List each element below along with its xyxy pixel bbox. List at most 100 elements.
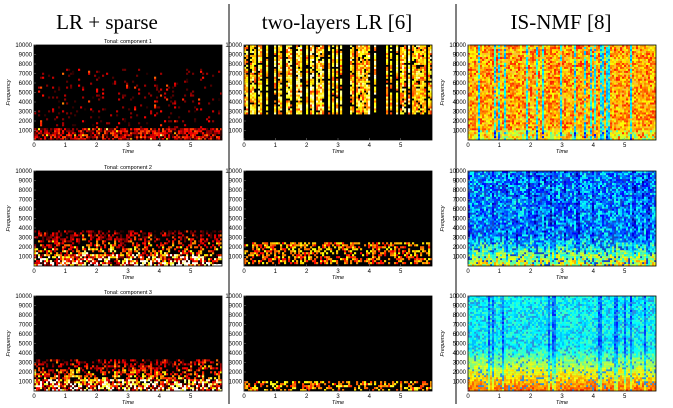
spectrogram-cell bbox=[220, 242, 223, 245]
spectrogram-cell bbox=[246, 112, 249, 115]
spectrogram-cell bbox=[84, 371, 87, 374]
spectrogram-cell bbox=[134, 246, 137, 249]
spectrogram-cell bbox=[214, 128, 217, 131]
spectrogram-cell bbox=[76, 361, 79, 364]
spectrogram-cell bbox=[374, 88, 377, 91]
spectrogram-cell bbox=[142, 260, 145, 263]
spectrogram-cell bbox=[292, 260, 295, 263]
spectrogram-cell bbox=[106, 254, 109, 257]
spectrogram-cell bbox=[76, 375, 79, 378]
spectrogram-cell bbox=[246, 381, 249, 384]
spectrogram-cell bbox=[100, 128, 103, 131]
spectrogram-cell bbox=[208, 134, 211, 137]
spectrogram-cell bbox=[414, 54, 417, 58]
spectrogram-cell bbox=[114, 128, 117, 131]
spectrogram-cell bbox=[166, 385, 169, 388]
spectrogram-cell bbox=[306, 244, 309, 247]
spectrogram-cell bbox=[402, 64, 405, 67]
spectrogram-cell bbox=[252, 84, 255, 87]
spectrogram-cell bbox=[96, 367, 99, 370]
spectrogram-cell bbox=[194, 130, 197, 133]
spectrogram-cell bbox=[350, 50, 353, 54]
spectrogram-cell bbox=[162, 130, 165, 133]
spectrogram-cell bbox=[412, 112, 415, 115]
spectrogram-cell bbox=[254, 112, 257, 115]
spectrogram-cell bbox=[400, 80, 403, 83]
spectrogram-cell bbox=[84, 108, 87, 111]
spectrogram-cell bbox=[36, 381, 39, 384]
spectrogram-cell bbox=[428, 110, 431, 113]
spectrogram-cell bbox=[92, 254, 95, 257]
spectrogram-cell bbox=[274, 244, 277, 247]
spectrogram-cell bbox=[60, 383, 63, 386]
spectrogram-cell bbox=[200, 138, 203, 141]
spectrogram-cell bbox=[156, 369, 159, 372]
spectrogram-cell bbox=[180, 389, 183, 392]
spectrogram-cell bbox=[416, 88, 419, 91]
spectrogram-cell bbox=[120, 238, 123, 241]
spectrogram-cell bbox=[52, 383, 55, 386]
spectrogram-cell bbox=[60, 363, 63, 366]
spectrogram-cell bbox=[38, 262, 41, 265]
spectrogram-cell bbox=[52, 110, 55, 113]
spectrogram-cell bbox=[286, 104, 289, 107]
spectrogram-cell bbox=[374, 102, 377, 105]
spectrogram-cell bbox=[160, 377, 163, 380]
spectrogram-cell bbox=[422, 76, 425, 79]
spectrogram-cell bbox=[422, 246, 425, 249]
spectrogram-cell bbox=[38, 375, 41, 378]
spectrogram-cell bbox=[422, 102, 425, 105]
spectrogram-cell bbox=[186, 264, 189, 267]
spectrogram-cell bbox=[58, 389, 61, 392]
spectrogram-cell bbox=[194, 136, 197, 139]
spectrogram-cell bbox=[78, 262, 81, 265]
spectrogram-cell bbox=[122, 379, 125, 382]
spectrogram-cell bbox=[154, 383, 157, 386]
spectrogram-cell bbox=[184, 387, 187, 390]
spectrogram-cell bbox=[420, 90, 423, 93]
spectrogram-cell bbox=[246, 45, 249, 48]
spectrogram-cell bbox=[246, 108, 249, 111]
spectrogram-cell bbox=[332, 260, 335, 263]
spectrogram-cell bbox=[356, 104, 359, 107]
spectrogram-cell bbox=[428, 48, 431, 52]
spectrogram-cell bbox=[374, 244, 377, 247]
spectrogram-cell bbox=[146, 389, 149, 392]
spectrogram-cell bbox=[66, 134, 69, 137]
spectrogram-cell bbox=[422, 74, 425, 77]
spectrogram-cell bbox=[412, 242, 415, 245]
spectrogram-cell bbox=[156, 359, 159, 362]
spectrogram-cell bbox=[80, 138, 83, 141]
spectrogram-cell bbox=[412, 108, 415, 111]
spectrogram-cell bbox=[42, 371, 45, 374]
spectrogram-cell bbox=[164, 254, 167, 257]
spectrogram-cell bbox=[156, 387, 159, 390]
spectrogram-cell bbox=[200, 375, 203, 378]
spectrogram-cell bbox=[420, 72, 423, 75]
spectrogram-cell bbox=[286, 68, 289, 71]
spectrogram-cell bbox=[204, 138, 207, 141]
spectrogram-cell bbox=[258, 76, 261, 79]
spectrogram-cell bbox=[104, 254, 107, 257]
spectrogram-cell bbox=[144, 244, 147, 247]
spectrogram-cell bbox=[280, 52, 283, 56]
y-tick-label: 9000 bbox=[19, 179, 33, 185]
spectrogram-cell bbox=[114, 373, 117, 376]
spectrogram-cell bbox=[410, 254, 413, 257]
spectrogram-cell bbox=[332, 252, 335, 255]
spectrogram-cell bbox=[316, 68, 319, 71]
spectrogram-cell bbox=[190, 128, 193, 131]
spectrogram-cell bbox=[274, 252, 277, 255]
spectrogram-cell bbox=[418, 78, 421, 81]
spectrogram-cell bbox=[84, 128, 87, 131]
spectrogram-cell bbox=[430, 96, 433, 99]
spectrogram-cell bbox=[172, 244, 175, 247]
spectrogram-cell bbox=[104, 138, 107, 141]
spectrogram-cell bbox=[428, 52, 431, 56]
spectrogram-cell bbox=[144, 250, 147, 253]
spectrogram-cell bbox=[332, 84, 335, 87]
spectrogram-cell bbox=[218, 138, 221, 141]
spectrogram-cell bbox=[298, 106, 301, 109]
spectrogram-cell bbox=[106, 132, 109, 135]
spectrogram-cell bbox=[52, 96, 55, 99]
